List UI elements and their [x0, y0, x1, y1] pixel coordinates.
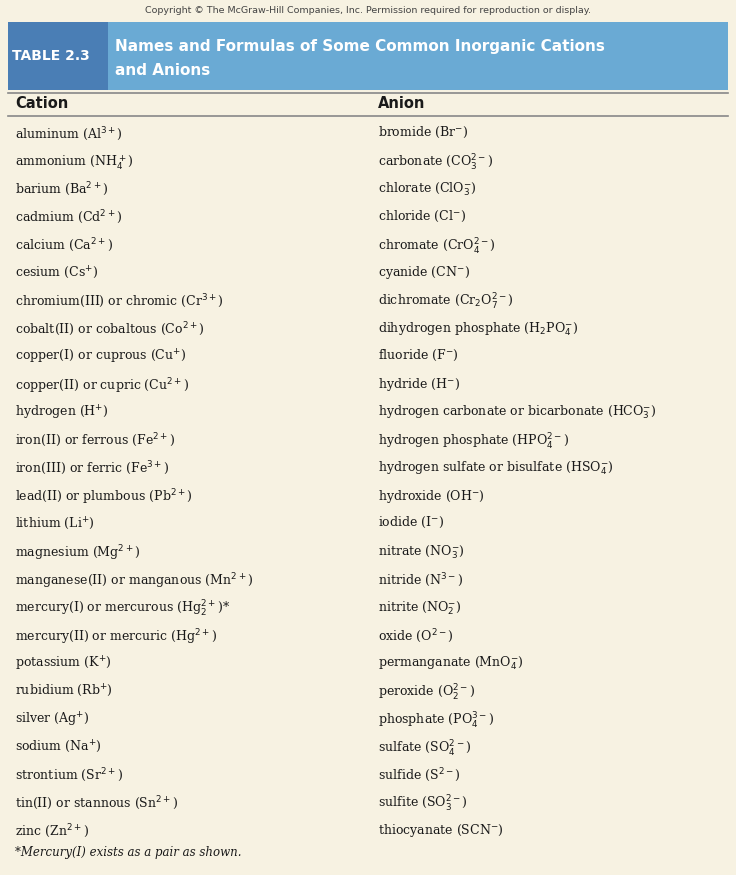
Text: copper(II) or cupric (Cu$^{2+}$): copper(II) or cupric (Cu$^{2+}$): [15, 376, 189, 396]
Text: iron(III) or ferric (Fe$^{3+}$): iron(III) or ferric (Fe$^{3+}$): [15, 459, 169, 478]
Text: ammonium (NH$_4^+$): ammonium (NH$_4^+$): [15, 153, 133, 172]
Text: peroxide (O$_2^{2-}$): peroxide (O$_2^{2-}$): [378, 682, 475, 703]
Text: chromate (CrO$_4^{2-}$): chromate (CrO$_4^{2-}$): [378, 236, 495, 256]
Text: lead(II) or plumbous (Pb$^{2+}$): lead(II) or plumbous (Pb$^{2+}$): [15, 487, 193, 508]
Text: silver (Ag$^{+}$): silver (Ag$^{+}$): [15, 710, 90, 729]
Text: bromide (Br$^{-}$): bromide (Br$^{-}$): [378, 125, 469, 140]
Text: dichromate (Cr$_2$O$_7^{2-}$): dichromate (Cr$_2$O$_7^{2-}$): [378, 292, 514, 312]
Text: nitrate (NO$_3^{-}$): nitrate (NO$_3^{-}$): [378, 543, 464, 561]
Text: strontium (Sr$^{2+}$): strontium (Sr$^{2+}$): [15, 766, 123, 784]
Text: iron(II) or ferrous (Fe$^{2+}$): iron(II) or ferrous (Fe$^{2+}$): [15, 431, 175, 450]
Text: sodium (Na$^{+}$): sodium (Na$^{+}$): [15, 738, 102, 755]
Text: hydrogen sulfate or bisulfate (HSO$_4^{-}$): hydrogen sulfate or bisulfate (HSO$_4^{-…: [378, 459, 614, 477]
Text: cesium (Cs$^{+}$): cesium (Cs$^{+}$): [15, 264, 99, 281]
Text: fluoride (F$^{-}$): fluoride (F$^{-}$): [378, 348, 459, 363]
Text: sulfide (S$^{2-}$): sulfide (S$^{2-}$): [378, 766, 461, 784]
Text: phosphate (PO$_4^{3-}$): phosphate (PO$_4^{3-}$): [378, 710, 494, 731]
Text: magnesium (Mg$^{2+}$): magnesium (Mg$^{2+}$): [15, 543, 141, 563]
Text: hydrogen phosphate (HPO$_4^{2-}$): hydrogen phosphate (HPO$_4^{2-}$): [378, 431, 569, 452]
Text: chloride (Cl$^{-}$): chloride (Cl$^{-}$): [378, 208, 466, 224]
Text: Anion: Anion: [378, 96, 425, 111]
Text: mercury(II) or mercuric (Hg$^{2+}$): mercury(II) or mercuric (Hg$^{2+}$): [15, 627, 217, 647]
Text: Names and Formulas of Some Common Inorganic Cations: Names and Formulas of Some Common Inorga…: [115, 39, 605, 54]
Text: zinc (Zn$^{2+}$): zinc (Zn$^{2+}$): [15, 822, 89, 840]
Text: carbonate (CO$_3^{2-}$): carbonate (CO$_3^{2-}$): [378, 153, 493, 173]
Text: oxide (O$^{2-}$): oxide (O$^{2-}$): [378, 627, 454, 645]
Text: lithium (Li$^{+}$): lithium (Li$^{+}$): [15, 515, 95, 532]
FancyBboxPatch shape: [8, 22, 108, 90]
Text: hydroxide (OH$^{-}$): hydroxide (OH$^{-}$): [378, 487, 485, 505]
Text: hydrogen (H$^{+}$): hydrogen (H$^{+}$): [15, 404, 108, 422]
Text: mercury(I) or mercurous (Hg$_2^{2+}$)*: mercury(I) or mercurous (Hg$_2^{2+}$)*: [15, 599, 230, 619]
Text: iodide (I$^{-}$): iodide (I$^{-}$): [378, 515, 445, 530]
Text: nitride (N$^{3-}$): nitride (N$^{3-}$): [378, 571, 463, 589]
Text: rubidium (Rb$^{+}$): rubidium (Rb$^{+}$): [15, 682, 113, 699]
Text: tin(II) or stannous (Sn$^{2+}$): tin(II) or stannous (Sn$^{2+}$): [15, 794, 178, 812]
Text: potassium (K$^{+}$): potassium (K$^{+}$): [15, 654, 112, 673]
Text: dihydrogen phosphate (H$_2$PO$_4^{-}$): dihydrogen phosphate (H$_2$PO$_4^{-}$): [378, 320, 578, 338]
Text: cobalt(II) or cobaltous (Co$^{2+}$): cobalt(II) or cobaltous (Co$^{2+}$): [15, 320, 205, 338]
Text: Copyright © The McGraw-Hill Companies, Inc. Permission required for reproduction: Copyright © The McGraw-Hill Companies, I…: [145, 6, 591, 15]
Text: sulfate (SO$_4^{2-}$): sulfate (SO$_4^{2-}$): [378, 738, 471, 759]
Text: TABLE 2.3: TABLE 2.3: [12, 49, 90, 63]
Text: Cation: Cation: [15, 96, 68, 111]
Text: aluminum (Al$^{3+}$): aluminum (Al$^{3+}$): [15, 125, 123, 143]
Text: calcium (Ca$^{2+}$): calcium (Ca$^{2+}$): [15, 236, 113, 255]
Text: sulfite (SO$_3^{2-}$): sulfite (SO$_3^{2-}$): [378, 794, 468, 815]
Text: permanganate (MnO$_4^{-}$): permanganate (MnO$_4^{-}$): [378, 654, 524, 672]
Text: manganese(II) or manganous (Mn$^{2+}$): manganese(II) or manganous (Mn$^{2+}$): [15, 571, 253, 591]
Text: chlorate (ClO$_3^{-}$): chlorate (ClO$_3^{-}$): [378, 181, 477, 199]
Text: nitrite (NO$_2^{-}$): nitrite (NO$_2^{-}$): [378, 599, 461, 617]
Text: cyanide (CN$^{-}$): cyanide (CN$^{-}$): [378, 264, 470, 282]
Text: chromium(III) or chromic (Cr$^{3+}$): chromium(III) or chromic (Cr$^{3+}$): [15, 292, 224, 310]
Text: cadmium (Cd$^{2+}$): cadmium (Cd$^{2+}$): [15, 208, 122, 227]
Text: thiocyanate (SCN$^{-}$): thiocyanate (SCN$^{-}$): [378, 822, 503, 839]
Text: hydride (H$^{-}$): hydride (H$^{-}$): [378, 376, 460, 393]
Text: and Anions: and Anions: [115, 64, 210, 79]
Text: hydrogen carbonate or bicarbonate (HCO$_3^{-}$): hydrogen carbonate or bicarbonate (HCO$_…: [378, 404, 657, 422]
FancyBboxPatch shape: [108, 22, 728, 90]
Text: *Mercury(I) exists as a pair as shown.: *Mercury(I) exists as a pair as shown.: [15, 846, 241, 859]
Text: copper(I) or cuprous (Cu$^{+}$): copper(I) or cuprous (Cu$^{+}$): [15, 348, 186, 367]
Text: barium (Ba$^{2+}$): barium (Ba$^{2+}$): [15, 181, 108, 199]
